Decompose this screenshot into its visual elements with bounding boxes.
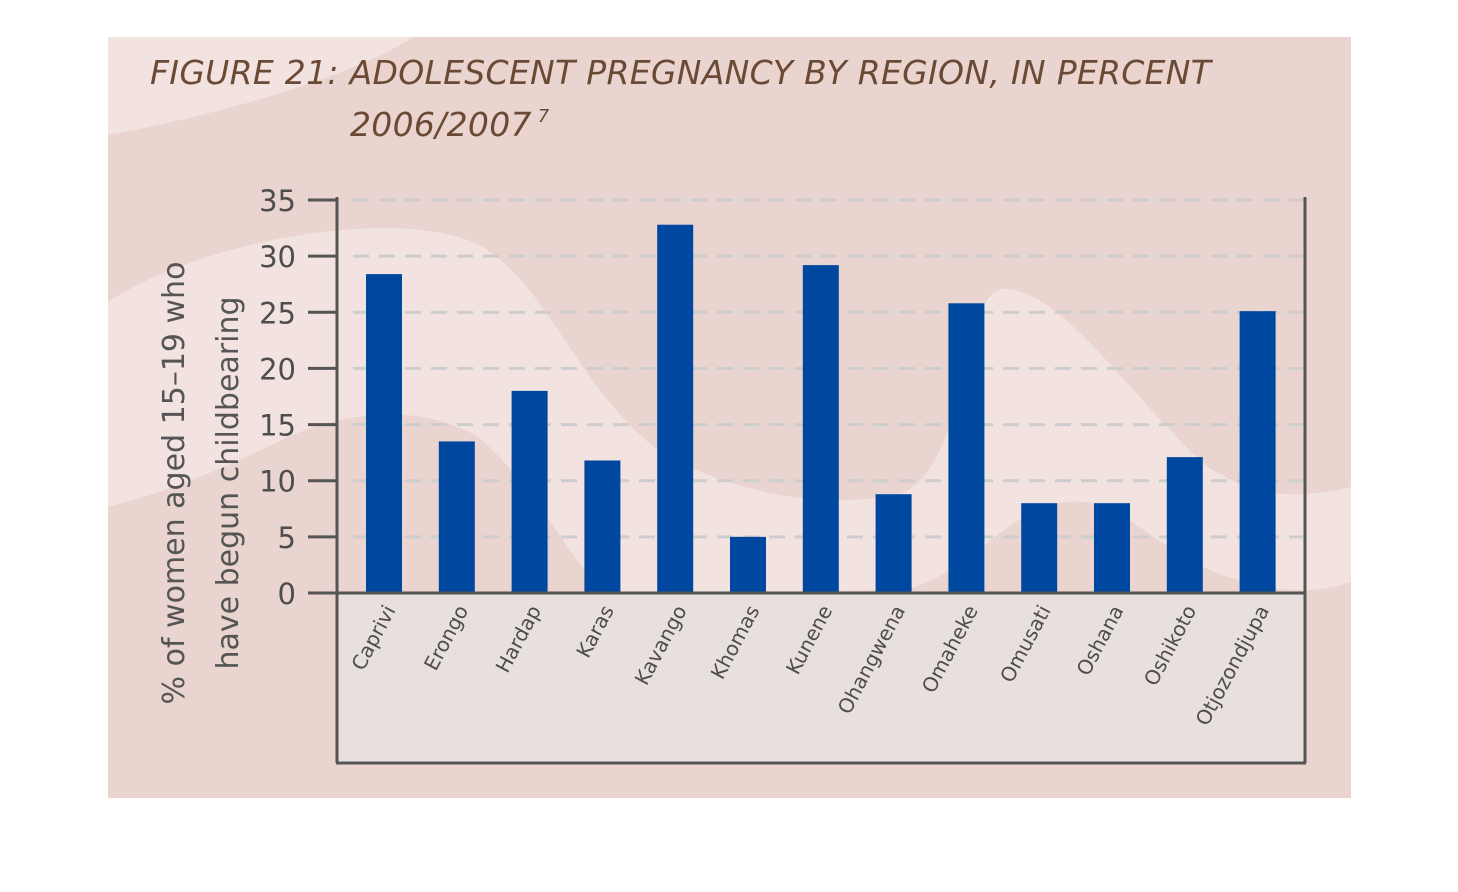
y-axis-label-line: have begun childbearing — [211, 296, 246, 669]
y-tick-label: 0 — [278, 577, 296, 611]
bar-caprivi — [366, 274, 402, 593]
y-axis-label: % of women aged 15–19 who have begun chil… — [157, 262, 246, 705]
wave-top-left — [108, 37, 413, 135]
y-tick-label: 10 — [259, 465, 296, 499]
bar-omusati — [1021, 503, 1058, 593]
y-axis-label-line: % of women aged 15–19 who — [157, 262, 192, 705]
bar-karas — [584, 460, 621, 593]
y-axis-ticks: 0 5 10 15 20 25 30 35 — [259, 184, 296, 611]
bar-khomas — [730, 536, 766, 593]
chart-subtitle: 2006/2007 7 — [350, 105, 550, 144]
bar-erongo — [438, 441, 475, 593]
subtitle-years: 2006/2007 — [350, 105, 532, 144]
bar-ohangwena — [875, 494, 912, 593]
bar-oshana — [1094, 503, 1130, 593]
y-tick-label: 25 — [259, 296, 296, 330]
bar-otjozondjupa — [1239, 311, 1276, 593]
chart-title: FIGURE 21: ADOLESCENT PREGNANCY BY REGIO… — [150, 53, 1212, 92]
axes — [308, 197, 1307, 765]
y-tick-label: 5 — [278, 521, 296, 555]
y-tick-label: 15 — [259, 409, 296, 443]
footnote-marker: 7 — [537, 106, 550, 127]
y-tick-label: 20 — [259, 352, 296, 386]
bar-kunene — [802, 265, 839, 593]
bar-hardap — [511, 390, 548, 593]
bar-oshikoto — [1166, 457, 1203, 593]
category-axis-box — [337, 593, 1305, 763]
bars — [366, 224, 1276, 593]
bar-omaheke — [948, 303, 985, 593]
y-tick-label: 35 — [259, 184, 296, 218]
y-tick-label: 30 — [259, 240, 296, 274]
bar-kavango — [657, 224, 694, 593]
